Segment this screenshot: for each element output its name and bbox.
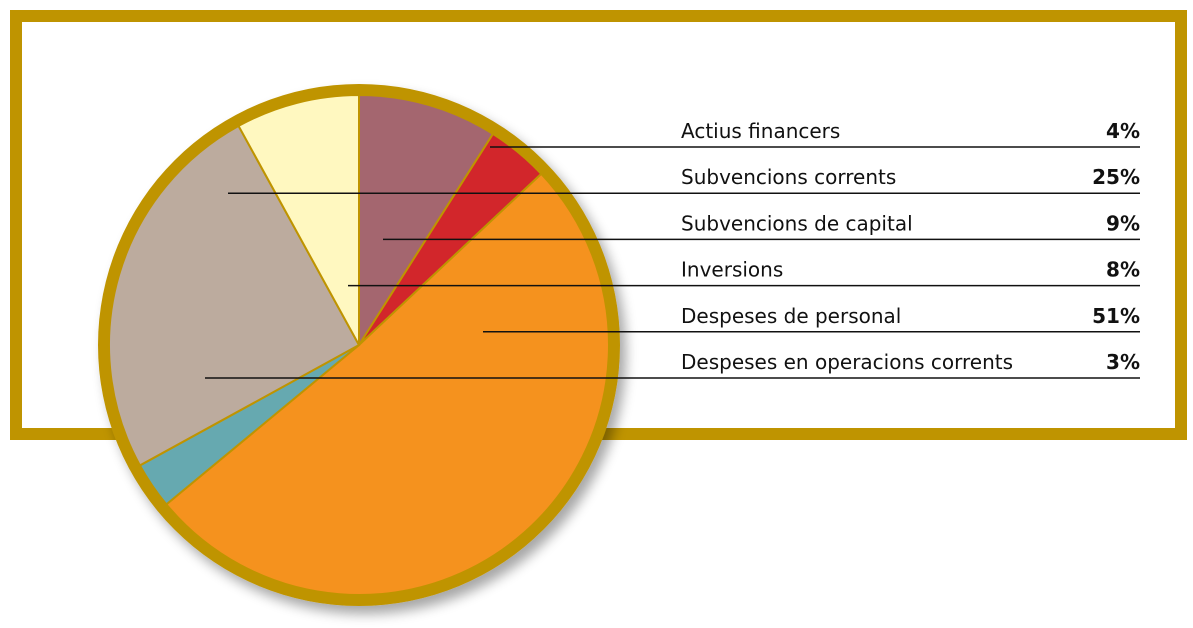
- value-label: 8%: [1106, 258, 1140, 282]
- pie-slice: [164, 172, 610, 596]
- legend-label: Subvencions corrents: [681, 165, 896, 189]
- value-label: 4%: [1106, 119, 1140, 143]
- legend: Actius financers 4% Subvencions corrents 25…: [205, 119, 1140, 379]
- legend-label: Inversions: [681, 258, 783, 282]
- value-label: 25%: [1092, 165, 1140, 189]
- pie-slice: [237, 93, 360, 346]
- value-label: 9%: [1106, 211, 1140, 235]
- legend-label: Subvencions de capital: [681, 211, 913, 235]
- pie-slice: [358, 93, 495, 349]
- value-label: 51%: [1092, 304, 1140, 328]
- legend-label: Despeses en operacions corrents: [681, 350, 1013, 374]
- pie-slice: [108, 124, 361, 467]
- legend-label: Actius financers: [681, 119, 840, 143]
- pie: [98, 84, 620, 606]
- legend-label: Despeses de personal: [681, 304, 901, 328]
- value-label: 3%: [1106, 350, 1140, 374]
